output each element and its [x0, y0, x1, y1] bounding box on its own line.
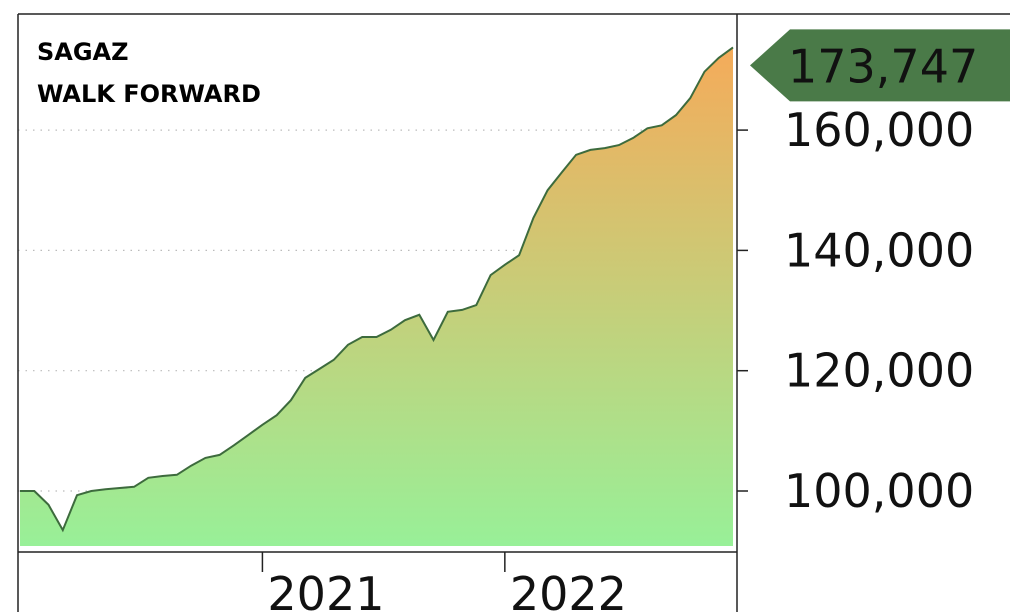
y-tick-label: 100,000 — [784, 464, 974, 518]
value-label-box — [750, 29, 1010, 102]
y-tick-label: 160,000 — [784, 103, 974, 157]
x-tick-label: 2021 — [267, 567, 384, 612]
chart-title: WALK FORWARD — [37, 80, 261, 108]
x-tick-label: 2022 — [510, 567, 627, 612]
y-tick-label: 140,000 — [784, 223, 974, 277]
area — [20, 47, 733, 547]
line — [20, 46, 734, 533]
chart-title: SAGAZ — [37, 38, 129, 66]
y-tick-label: 120,000 — [784, 344, 974, 398]
value-label: 173,747 — [788, 39, 978, 93]
plot-area — [18, 46, 737, 547]
